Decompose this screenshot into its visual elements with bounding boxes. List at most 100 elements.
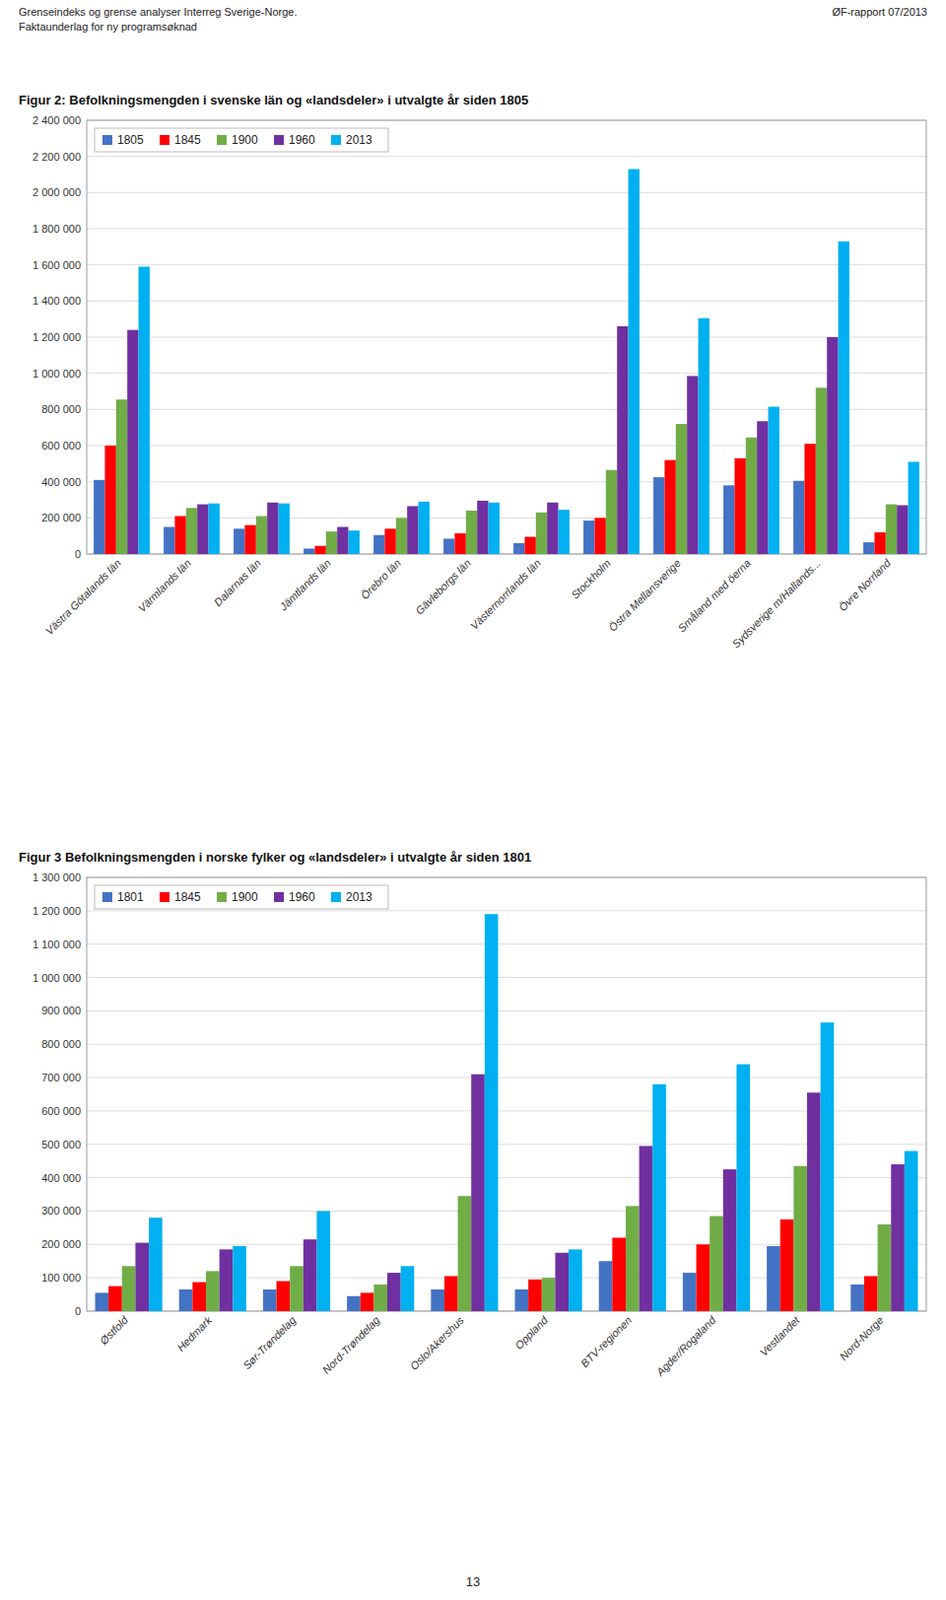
y-tick-label: 200 000	[41, 1237, 81, 1250]
header-right: ØF-rapport 07/2013	[831, 5, 928, 18]
bar	[401, 1265, 415, 1311]
x-tick-label: Östra Mellansverige	[606, 556, 683, 634]
bar	[734, 458, 745, 554]
page: Grenseindeks og grense analyser Interreg…	[0, 0, 946, 1600]
grid-line	[86, 372, 927, 374]
y-tick-label: 400 000	[41, 475, 81, 488]
bar	[568, 1248, 583, 1311]
bar	[558, 509, 570, 554]
bar	[93, 479, 105, 554]
bar	[373, 535, 385, 554]
bar	[890, 1163, 905, 1311]
bar	[303, 548, 315, 555]
y-tick-label: 0	[74, 547, 81, 560]
legend-label: 1845	[174, 133, 202, 147]
y-tick-label: 500 000	[41, 1138, 81, 1150]
bar	[104, 445, 116, 554]
legend-swatch	[216, 135, 227, 145]
x-tick-label: Stockholm	[568, 556, 613, 602]
bar	[793, 1165, 808, 1311]
bar	[625, 1205, 640, 1311]
bar	[276, 1281, 291, 1311]
bar	[244, 525, 256, 554]
legend: 18051845190019602013	[94, 128, 389, 152]
bar	[232, 1245, 247, 1311]
y-tick-label: 600 000	[41, 439, 81, 452]
grid-line	[86, 1010, 927, 1012]
grid-line	[86, 1043, 927, 1045]
grid-line	[86, 943, 927, 945]
legend-label: 1801	[117, 889, 144, 904]
y-tick-label: 1 000 000	[32, 971, 81, 984]
plot-frame	[86, 877, 927, 1311]
bar	[337, 527, 348, 555]
x-tick-label: Värmlands län	[135, 556, 194, 614]
bar	[594, 517, 606, 554]
bar	[208, 503, 220, 554]
x-tick-label: Västernorrlands län	[468, 556, 543, 632]
bar	[387, 1272, 402, 1311]
bar	[838, 241, 850, 554]
bar	[896, 505, 908, 555]
legend-box	[94, 128, 389, 152]
bar	[908, 462, 920, 555]
grid-line	[86, 445, 927, 447]
bar	[745, 437, 757, 554]
bar	[163, 527, 175, 555]
x-tick-label: Småland med öerna	[675, 556, 753, 635]
y-tick-label: 1 000 000	[32, 367, 81, 380]
bar	[116, 399, 128, 554]
bar	[348, 530, 360, 554]
bar	[524, 537, 536, 554]
bar	[233, 528, 245, 554]
legend-box	[94, 884, 389, 909]
chart-title: Figur 2: Befolkningsmengden i svenske lä…	[18, 92, 529, 108]
grid-line	[86, 300, 927, 302]
bar	[278, 503, 290, 554]
x-tick-label: Agder/Rogaland	[653, 1312, 719, 1378]
bar	[108, 1285, 123, 1311]
x-tick-label: Oppland	[512, 1312, 551, 1352]
y-tick-label: 1 200 000	[32, 904, 81, 917]
bar	[314, 545, 326, 554]
bar	[709, 1216, 724, 1311]
y-tick-label: 1 400 000	[32, 294, 81, 307]
x-tick-label: Nord-Trøndelag	[320, 1312, 383, 1375]
x-tick-label: BTV-regionen	[578, 1313, 634, 1369]
legend-swatch	[102, 135, 113, 145]
bar	[95, 1291, 110, 1311]
bar	[653, 476, 665, 554]
bar	[599, 1260, 613, 1311]
x-tick-label: Oslo/Akershus	[407, 1313, 467, 1372]
y-tick-label: 700 000	[41, 1071, 81, 1083]
bar	[326, 531, 338, 554]
bar	[682, 1272, 697, 1311]
y-tick-label: 900 000	[41, 1004, 81, 1016]
grid-line	[86, 1143, 927, 1145]
y-tick-label: 800 000	[41, 1037, 81, 1050]
chart: Figur 2: Befolkningsmengden i svenske lä…	[18, 92, 927, 650]
bar	[756, 420, 768, 554]
legend-label: 1805	[117, 133, 144, 147]
legend-swatch	[273, 135, 284, 145]
x-tick-label: Jämtlands län	[276, 556, 334, 613]
bar	[736, 1064, 750, 1311]
bar	[616, 326, 628, 554]
bar	[583, 520, 595, 554]
bar	[639, 1145, 654, 1311]
y-tick-label: 1 800 000	[32, 222, 81, 235]
x-tick-label: Gävleborgs län	[412, 556, 473, 617]
bar	[373, 1283, 388, 1311]
bar	[138, 267, 150, 555]
grid-line	[86, 408, 927, 410]
bar	[815, 387, 827, 554]
bar	[443, 538, 455, 554]
bar	[904, 1150, 919, 1311]
bar	[174, 516, 186, 555]
chart: Figur 3 Befolkningsmengden i norske fylk…	[18, 849, 927, 1378]
header-left-line: Faktaunderlag for ny programsøknad	[18, 20, 198, 33]
bar	[515, 1288, 530, 1311]
legend-swatch	[159, 891, 170, 902]
legend-label: 2013	[345, 889, 373, 904]
bar	[793, 480, 805, 554]
